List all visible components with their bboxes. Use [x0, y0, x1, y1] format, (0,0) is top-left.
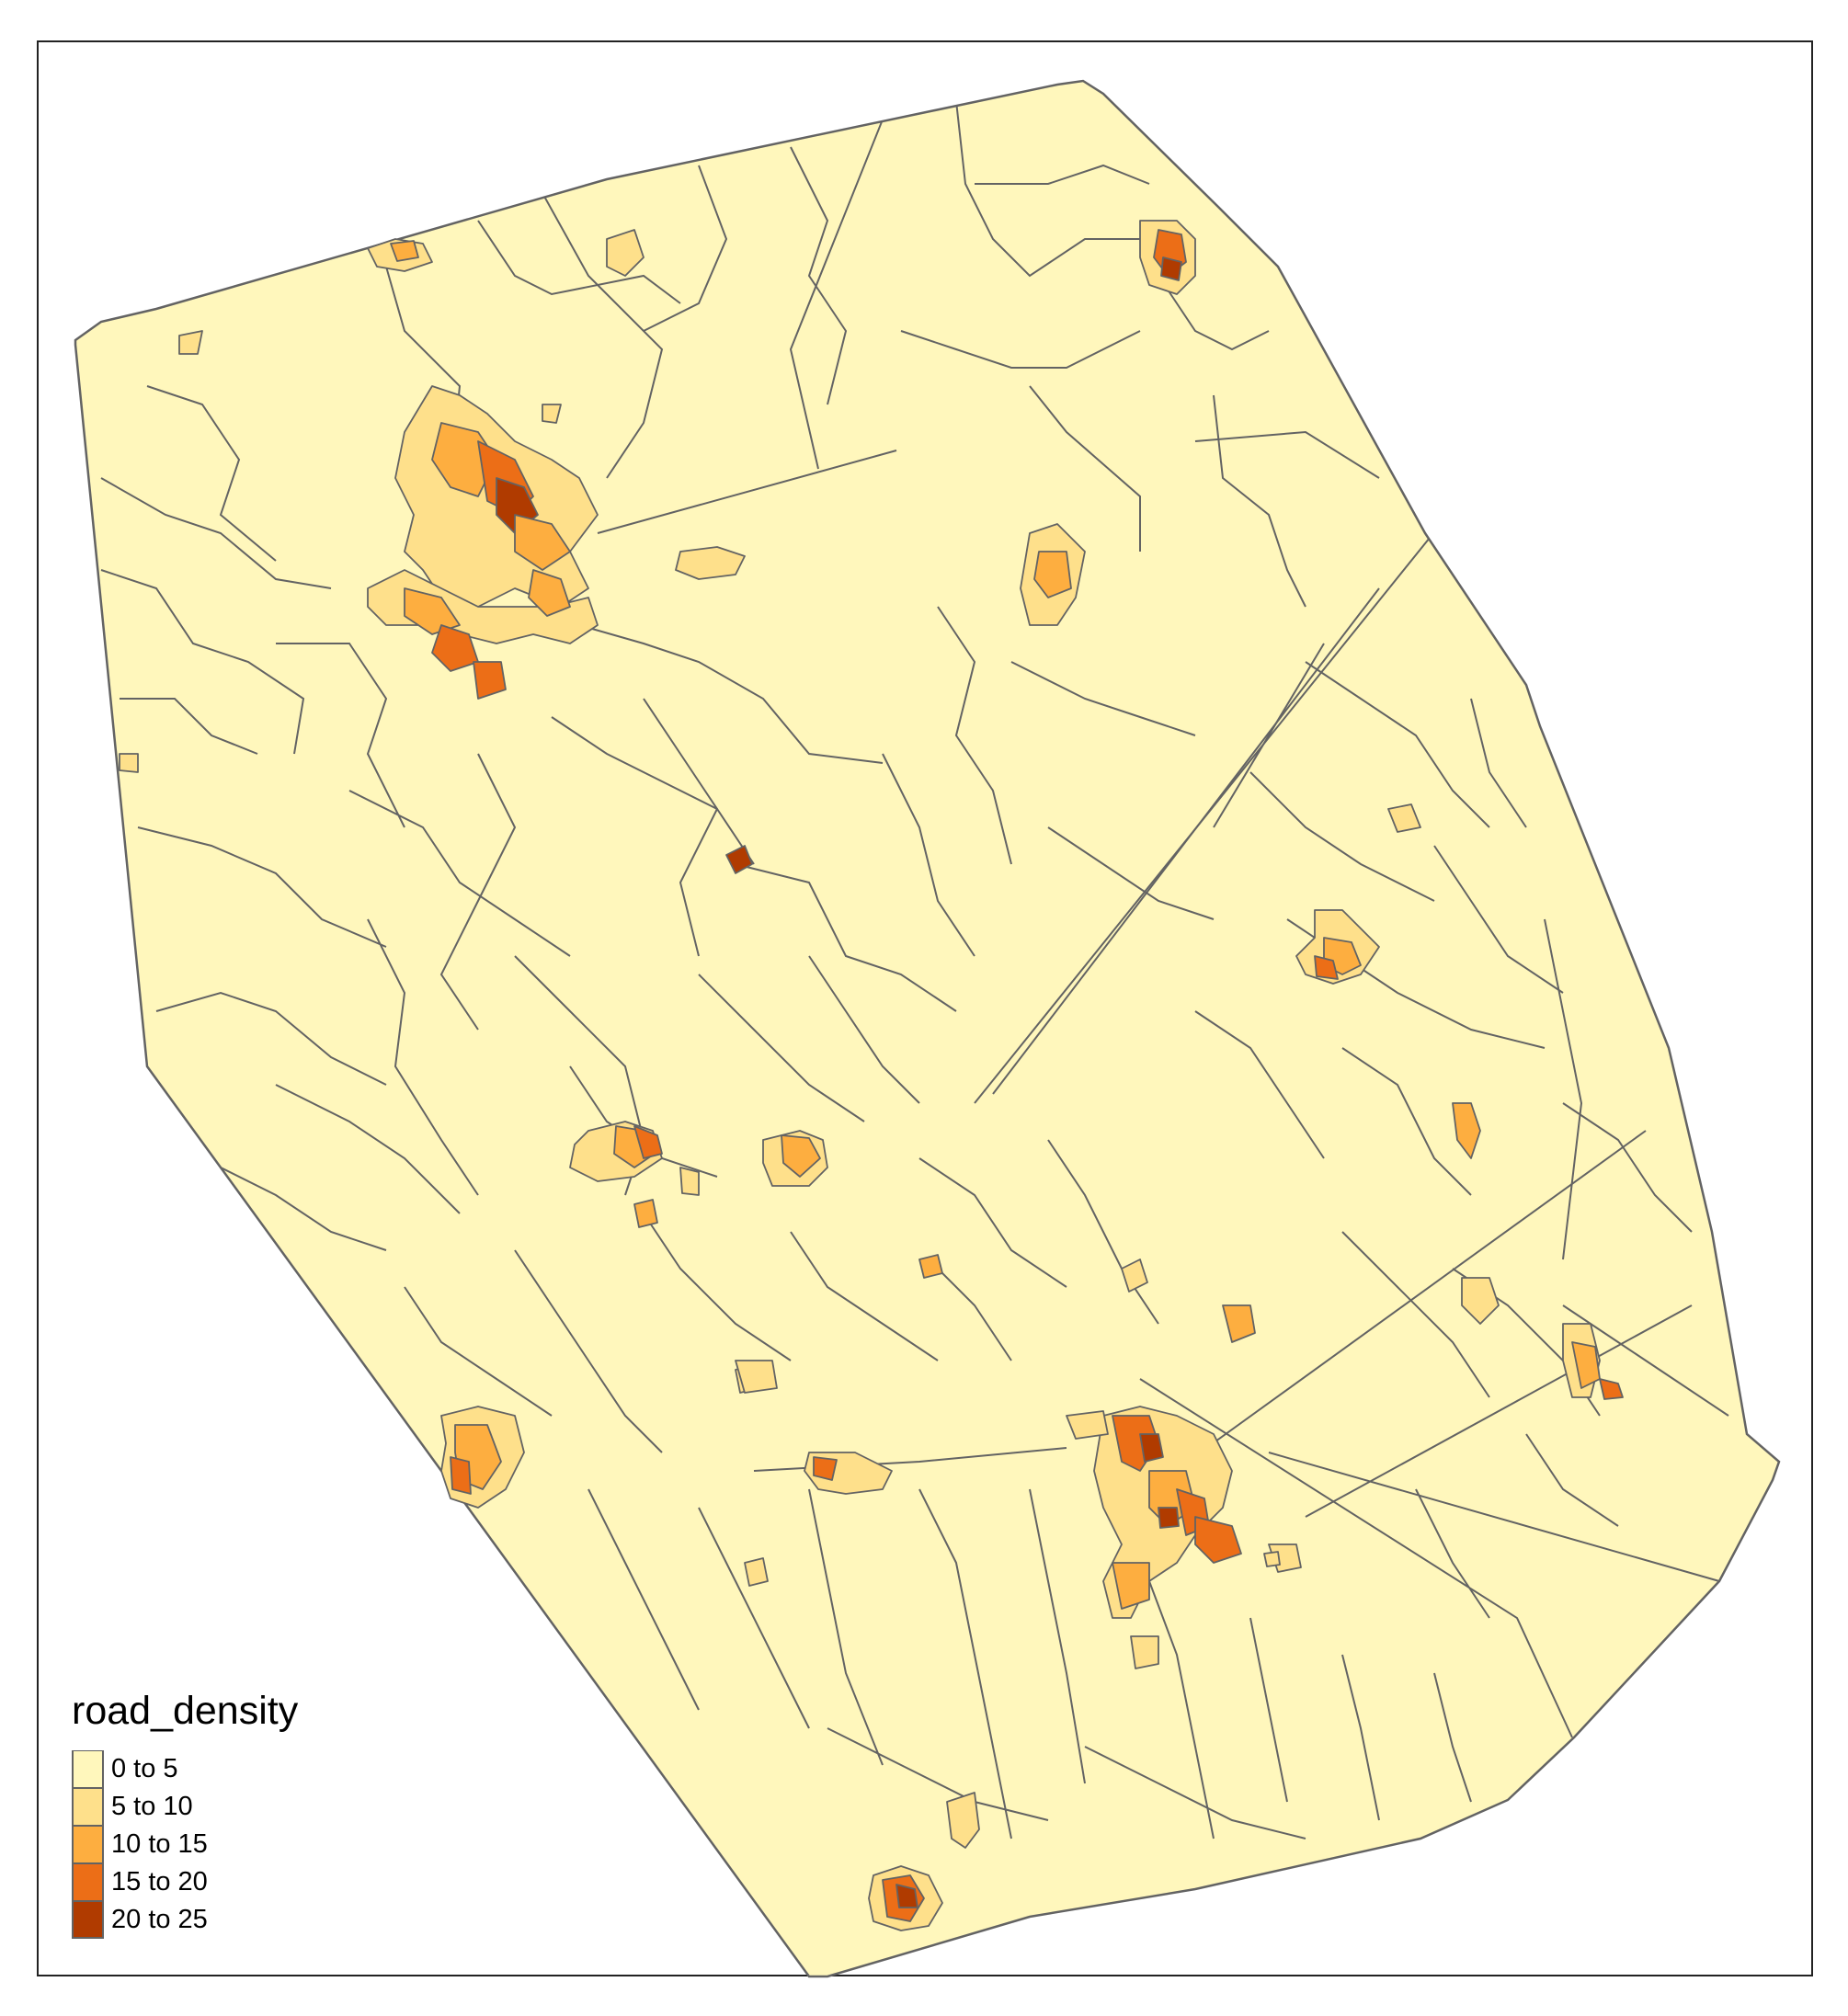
legend-swatch [72, 1750, 104, 1788]
tract-class-1 [744, 1557, 769, 1587]
legend-title: road_density [72, 1689, 299, 1733]
tract-class-2 [1112, 1562, 1150, 1610]
tract-class-2 [528, 569, 571, 617]
tract-boundaries [100, 100, 1729, 1839]
legend-item: 20 to 25 [72, 1901, 298, 1939]
tract-class-4 [1160, 256, 1182, 281]
tract-class-2 [1222, 1304, 1256, 1343]
tract-class-3 [450, 1456, 472, 1495]
legend-label: 15 to 20 [111, 1867, 208, 1896]
tract-class-1 [542, 404, 562, 424]
tract-class-2 [1452, 1102, 1481, 1159]
legend-label: 5 to 10 [111, 1792, 193, 1821]
tract-class-4 [725, 845, 753, 874]
tract-class-2 [633, 1199, 658, 1228]
map-legend: road_density 0 to 5 5 to 10 10 to 15 15 … [72, 1688, 298, 1939]
legend-swatch [72, 1788, 104, 1826]
tract-class-1 [178, 330, 203, 355]
tract-class-4 [895, 1884, 918, 1908]
tract-class-4 [1139, 1433, 1164, 1463]
tract-class-3 [1314, 955, 1339, 980]
tract-class-1 [1263, 1551, 1281, 1567]
tract-class-4 [1158, 1507, 1180, 1529]
tract-class-1 [946, 1792, 980, 1849]
legend-label: 0 to 5 [111, 1754, 178, 1783]
tract-class-3 [473, 661, 507, 700]
tract-class-1 [675, 546, 746, 580]
tract-class-3 [431, 624, 479, 672]
tract-class-3 [1194, 1516, 1242, 1564]
legend-label: 10 to 15 [111, 1829, 208, 1859]
legend-item: 5 to 10 [72, 1788, 298, 1826]
legend-item: 0 to 5 [72, 1750, 298, 1788]
study-area-boundary [74, 79, 1781, 1978]
tract-class-2 [918, 1254, 943, 1279]
legend-swatch [72, 1826, 104, 1863]
tract-class-2 [514, 514, 571, 571]
tract-class-3 [813, 1456, 838, 1481]
legend-item: 10 to 15 [72, 1826, 298, 1863]
legend-swatch [72, 1863, 104, 1901]
legend-swatch [72, 1901, 104, 1939]
high-density-patches [119, 220, 1624, 1931]
tract-class-1 [1066, 1410, 1109, 1440]
tract-class-1 [1121, 1259, 1148, 1293]
tract-class-1 [1461, 1277, 1500, 1325]
legend-label: 20 to 25 [111, 1905, 208, 1934]
legend-item: 15 to 20 [72, 1863, 298, 1901]
tract-class-1 [1130, 1635, 1159, 1669]
tract-class-2 [781, 1134, 821, 1178]
tract-class-3 [1599, 1378, 1624, 1400]
tract-class-2 [431, 422, 497, 497]
tract-class-3 [633, 1125, 663, 1159]
tract-class-2 [390, 240, 419, 262]
tract-class-1 [119, 753, 139, 773]
tract-class-1 [735, 1360, 778, 1394]
tract-class-1 [606, 229, 645, 277]
tract-class-2 [1033, 551, 1072, 598]
tract-class-1 [679, 1167, 700, 1196]
tract-class-1 [1387, 803, 1421, 833]
